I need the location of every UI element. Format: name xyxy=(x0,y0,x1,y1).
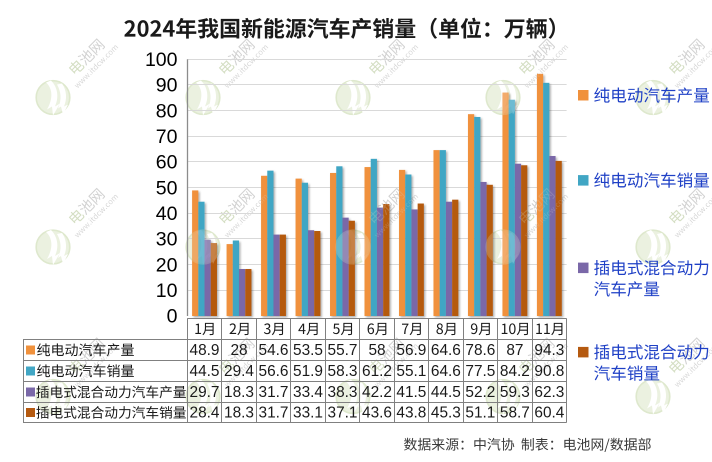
svg-text:90.8: 90.8 xyxy=(534,363,564,380)
svg-text:56.9: 56.9 xyxy=(396,342,426,359)
svg-text:31.7: 31.7 xyxy=(259,405,289,422)
svg-text:18.3: 18.3 xyxy=(224,384,254,401)
svg-text:78.6: 78.6 xyxy=(465,342,495,359)
svg-text:61.2: 61.2 xyxy=(362,363,392,380)
svg-text:60: 60 xyxy=(156,152,178,174)
svg-text:100: 100 xyxy=(145,49,178,71)
svg-text:58.3: 58.3 xyxy=(328,363,358,380)
svg-text:58: 58 xyxy=(368,342,385,359)
svg-text:40: 40 xyxy=(156,203,178,225)
svg-text:48.9: 48.9 xyxy=(190,342,220,359)
svg-text:50: 50 xyxy=(156,177,178,199)
svg-text:62.3: 62.3 xyxy=(534,384,564,401)
svg-text:33.1: 33.1 xyxy=(293,405,323,422)
svg-text:55.7: 55.7 xyxy=(328,342,358,359)
svg-text:70: 70 xyxy=(156,126,178,148)
svg-text:42.2: 42.2 xyxy=(362,384,392,401)
svg-text:41.5: 41.5 xyxy=(396,384,426,401)
svg-text:55.1: 55.1 xyxy=(396,363,426,380)
svg-text:56.6: 56.6 xyxy=(259,363,289,380)
svg-text:80: 80 xyxy=(156,100,178,122)
svg-text:64.6: 64.6 xyxy=(431,342,461,359)
svg-text:84.2: 84.2 xyxy=(500,363,530,380)
svg-text:43.8: 43.8 xyxy=(396,405,426,422)
svg-text:52.2: 52.2 xyxy=(465,384,495,401)
svg-text:43.6: 43.6 xyxy=(362,405,392,422)
svg-text:60.4: 60.4 xyxy=(534,405,564,422)
svg-text:90: 90 xyxy=(156,75,178,97)
svg-text:51.9: 51.9 xyxy=(293,363,323,380)
svg-text:51.1: 51.1 xyxy=(465,405,495,422)
svg-text:59.3: 59.3 xyxy=(500,384,530,401)
svg-text:94.3: 94.3 xyxy=(534,342,564,359)
svg-text:45.3: 45.3 xyxy=(431,405,461,422)
svg-text:29.4: 29.4 xyxy=(224,363,254,380)
svg-text:31.7: 31.7 xyxy=(259,384,289,401)
svg-text:54.6: 54.6 xyxy=(259,342,289,359)
svg-text:44.5: 44.5 xyxy=(190,363,220,380)
svg-text:28.4: 28.4 xyxy=(190,405,220,422)
svg-text:29.7: 29.7 xyxy=(190,384,220,401)
svg-text:38.3: 38.3 xyxy=(328,384,358,401)
svg-text:58.7: 58.7 xyxy=(500,405,530,422)
svg-text:0: 0 xyxy=(167,306,178,328)
svg-text:33.4: 33.4 xyxy=(293,384,323,401)
svg-text:37.1: 37.1 xyxy=(328,405,358,422)
svg-text:18.3: 18.3 xyxy=(224,405,254,422)
svg-text:30: 30 xyxy=(156,229,178,251)
svg-text:64.6: 64.6 xyxy=(431,363,461,380)
svg-text:77.5: 77.5 xyxy=(465,363,495,380)
svg-text:28: 28 xyxy=(230,342,247,359)
svg-text:44.5: 44.5 xyxy=(431,384,461,401)
svg-text:53.5: 53.5 xyxy=(293,342,323,359)
svg-text:10: 10 xyxy=(156,280,178,302)
svg-text:20: 20 xyxy=(156,254,178,276)
svg-text:87: 87 xyxy=(506,342,523,359)
